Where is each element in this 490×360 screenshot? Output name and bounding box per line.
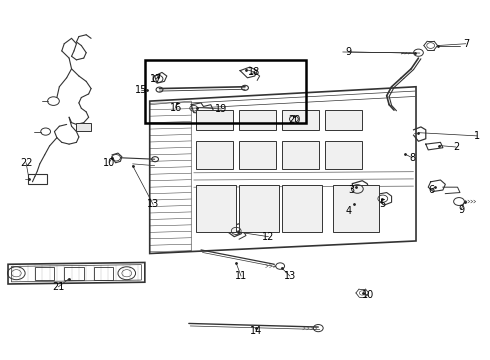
Bar [196,140,233,169]
Text: 5: 5 [380,199,386,210]
Text: 6: 6 [429,185,435,195]
Text: 19: 19 [216,104,228,114]
Text: 3: 3 [348,185,355,195]
Bar [325,140,362,169]
Text: 20: 20 [289,115,301,125]
Bar [325,110,362,130]
Bar [94,267,113,280]
Bar [27,174,47,184]
Text: 13: 13 [147,199,159,210]
Text: 11: 11 [235,271,247,281]
Text: 14: 14 [249,326,262,336]
Text: 2: 2 [453,142,459,152]
Bar [282,185,322,232]
Text: 10: 10 [103,158,115,168]
Text: 8: 8 [409,153,415,163]
Bar [196,110,233,130]
Text: 4: 4 [345,206,352,216]
Bar [282,110,319,130]
Bar [76,123,91,131]
Bar [145,60,306,123]
Text: 1: 1 [474,131,480,141]
Text: 9: 9 [345,47,352,57]
Text: 13: 13 [284,271,296,281]
Bar [64,267,84,280]
Text: 7: 7 [463,39,469,49]
Bar [282,140,319,169]
Text: 17: 17 [150,74,162,84]
Text: 15: 15 [135,85,147,95]
Bar [239,185,279,232]
Text: 12: 12 [262,232,274,242]
Text: 9: 9 [458,205,464,215]
Bar [35,267,54,280]
Bar [239,140,276,169]
Text: 18: 18 [247,67,260,77]
Text: 16: 16 [170,103,182,113]
Bar [239,110,276,130]
Text: 21: 21 [52,282,65,292]
Bar [333,185,379,232]
Text: 10: 10 [362,291,374,301]
Text: 22: 22 [20,158,32,168]
Bar [196,185,236,232]
